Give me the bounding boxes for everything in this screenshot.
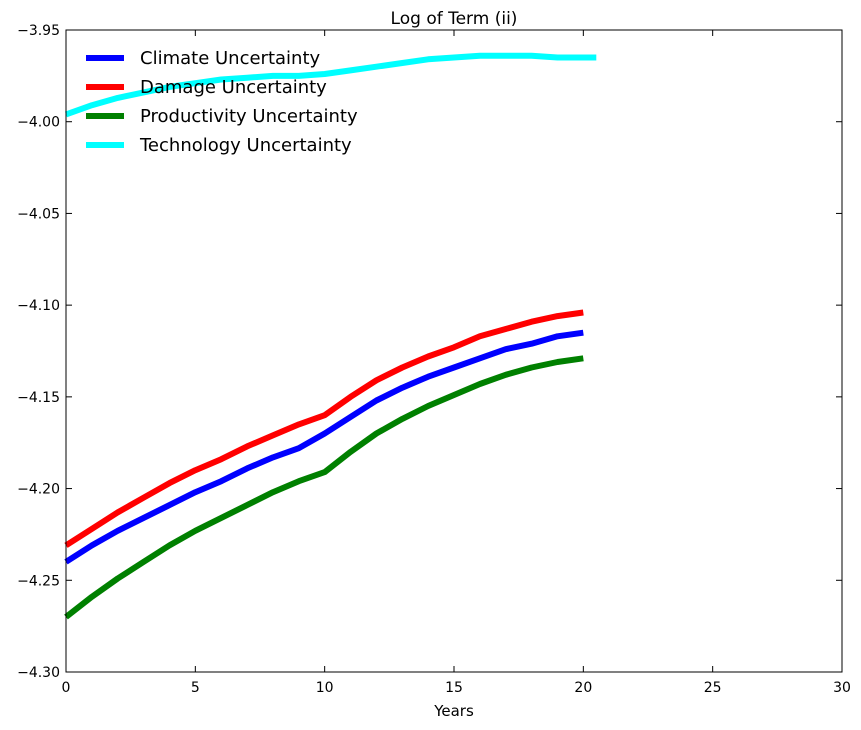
legend-label: Damage Uncertainty xyxy=(140,77,327,98)
x-axis-title: Years xyxy=(433,702,474,720)
y-tick-label: −4.10 xyxy=(17,298,60,314)
x-axis: 0 5 10 15 20 25 30 xyxy=(62,30,851,696)
y-axis: −4.30 −4.25 −4.20 −4.15 −4.10 −4.05 −4.00 −3.95 xyxy=(17,23,842,681)
y-tick-label: −4.00 xyxy=(17,115,60,131)
x-tick-label: 5 xyxy=(191,680,200,696)
series-line-2 xyxy=(64,355,584,620)
legend-label: Productivity Uncertainty xyxy=(140,106,358,127)
legend-label: Climate Uncertainty xyxy=(140,48,320,69)
x-tick-label: 30 xyxy=(833,680,851,696)
y-tick-label: −4.05 xyxy=(17,206,60,222)
y-tick-label: −4.25 xyxy=(17,573,60,589)
x-tick-label: 25 xyxy=(704,680,722,696)
x-tick-label: 20 xyxy=(574,680,592,696)
legend-label: Technology Uncertainty xyxy=(139,135,352,156)
x-tick-label: 15 xyxy=(445,680,463,696)
chart-title: Log of Term (ii) xyxy=(391,9,518,29)
series-line-0 xyxy=(64,329,584,565)
y-tick-label: −3.95 xyxy=(17,23,60,39)
x-tick-label: 10 xyxy=(316,680,334,696)
y-tick-label: −4.30 xyxy=(17,665,60,681)
legend: Climate Uncertainty Damage Uncertainty Pro… xyxy=(86,48,358,156)
x-tick-label: 0 xyxy=(62,680,71,696)
series-line-1 xyxy=(64,309,584,548)
series-lines xyxy=(64,52,597,620)
series-line-3 xyxy=(64,52,597,118)
y-tick-label: −4.20 xyxy=(17,482,60,498)
y-tick-label: −4.15 xyxy=(17,390,60,406)
